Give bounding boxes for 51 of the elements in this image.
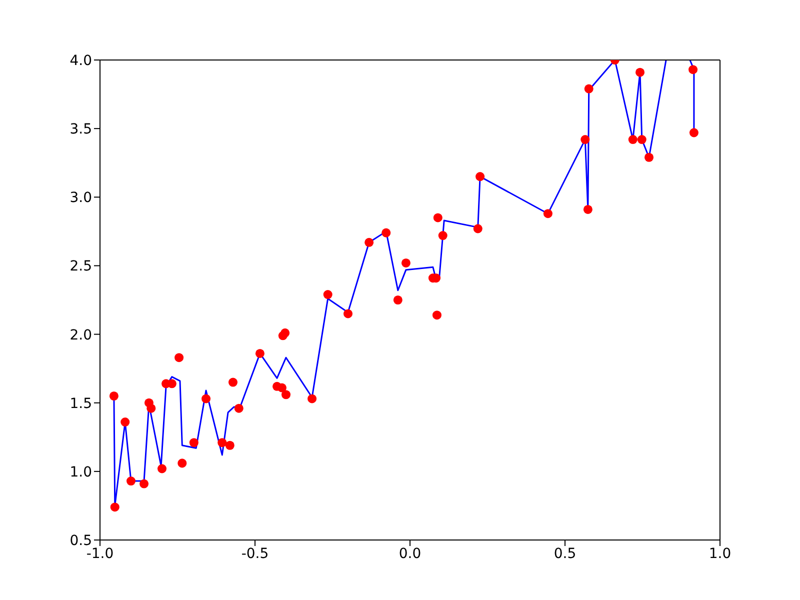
y-tick-label: 1.5 <box>70 396 92 412</box>
point <box>202 394 211 404</box>
y-tick-label: 3.0 <box>70 190 92 206</box>
point <box>189 438 198 448</box>
point <box>364 238 374 247</box>
point <box>157 464 167 474</box>
point <box>126 476 136 486</box>
point <box>438 231 448 240</box>
y-tick-label: 4.0 <box>70 52 92 69</box>
point <box>584 84 594 94</box>
point <box>628 135 638 144</box>
point <box>432 310 442 320</box>
point <box>636 68 645 77</box>
point <box>308 394 317 404</box>
point <box>433 213 442 222</box>
point <box>637 135 646 144</box>
x-tick-label: 0.0 <box>398 546 422 562</box>
point <box>281 390 291 400</box>
point <box>688 65 698 74</box>
point <box>689 128 698 138</box>
point <box>178 458 187 468</box>
x-tick-label: -0.5 <box>241 546 269 562</box>
point <box>120 418 130 427</box>
x-tick-label: 1.0 <box>708 546 732 562</box>
point <box>393 295 402 305</box>
point <box>228 378 238 387</box>
point <box>473 224 482 234</box>
y-tick-label: 1.0 <box>70 464 92 480</box>
point <box>382 228 391 238</box>
point <box>476 172 485 182</box>
point <box>146 404 156 413</box>
point <box>225 440 234 450</box>
point <box>644 152 654 162</box>
point <box>109 391 118 401</box>
point <box>255 348 264 358</box>
y-tick-label: 3.5 <box>70 122 92 138</box>
point <box>323 290 332 300</box>
y-tick-label: 2.5 <box>70 258 92 275</box>
point <box>343 309 353 318</box>
point <box>583 204 592 214</box>
point <box>234 404 244 413</box>
y-tick-label: 2.0 <box>70 327 92 344</box>
point <box>543 209 552 218</box>
point <box>580 135 590 144</box>
point <box>401 258 410 268</box>
x-tick-label: 0.5 <box>554 546 576 562</box>
point <box>280 328 290 338</box>
point <box>174 353 184 362</box>
point <box>218 438 227 448</box>
point <box>110 502 120 512</box>
point <box>140 479 149 488</box>
